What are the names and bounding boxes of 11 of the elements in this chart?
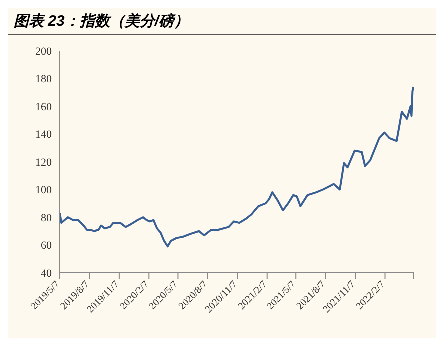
y-tick-label: 60: [41, 240, 52, 252]
line-series: [60, 86, 414, 248]
y-tick-label: 100: [36, 184, 52, 197]
y-tick-label: 200: [36, 46, 52, 58]
y-tick-label: 160: [36, 101, 52, 114]
y-tick-label: 140: [36, 129, 52, 142]
y-tick-label: 80: [41, 212, 52, 224]
y-tick-label: 180: [36, 74, 52, 86]
chart-title: 图表 23：指数（美分/磅）: [14, 13, 190, 30]
y-tick-label: 40: [41, 268, 52, 280]
y-tick-label: 120: [36, 156, 52, 169]
